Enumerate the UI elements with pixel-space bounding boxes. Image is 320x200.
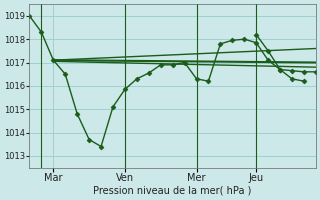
X-axis label: Pression niveau de la mer( hPa ): Pression niveau de la mer( hPa ) (93, 186, 252, 196)
